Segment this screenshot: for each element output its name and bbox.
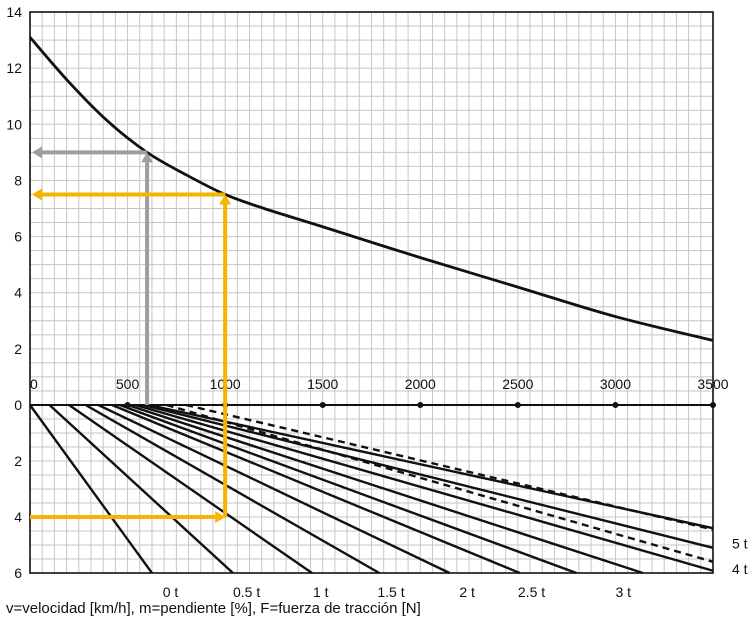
weight-label: 1 t xyxy=(313,584,329,600)
weight-label: 2.5 t xyxy=(518,584,545,600)
series-line xyxy=(48,404,234,574)
caption: v=velocidad [km/h], m=pendiente [%], F=f… xyxy=(6,600,421,617)
series-line xyxy=(148,403,714,530)
y-tick-label: 2 xyxy=(14,453,22,469)
weight-label: 0.5 t xyxy=(233,584,260,600)
series-line xyxy=(97,403,451,575)
weight-label: 0 t xyxy=(163,584,179,600)
y-tick-label: 6 xyxy=(14,229,22,245)
series-line xyxy=(142,403,714,549)
y-tick-label: 2 xyxy=(14,341,22,357)
speed-curve xyxy=(28,36,714,342)
series-line xyxy=(135,403,714,572)
x-tick-label: 2000 xyxy=(405,376,436,392)
series-line-dashed xyxy=(166,403,714,563)
axis-marker xyxy=(319,402,326,408)
series-line xyxy=(85,403,380,575)
y-tick-label: 14 xyxy=(6,4,22,20)
guide-arrow-yellow-left xyxy=(32,188,42,201)
series-line xyxy=(127,403,644,575)
x-tick-label: 3500 xyxy=(697,376,728,392)
y-tick-label: 4 xyxy=(14,509,22,525)
x-tick-label: 1500 xyxy=(307,376,338,392)
guide-arrow-yellow-up xyxy=(219,194,232,205)
series-line xyxy=(29,404,153,574)
x-tick-label: 0 xyxy=(30,376,38,392)
series-line xyxy=(111,403,521,575)
y-tick-label: 0 xyxy=(14,397,22,413)
weight-label: 1.5 t xyxy=(377,584,404,600)
x-tick-label: 500 xyxy=(116,376,140,392)
axis-marker xyxy=(417,402,424,408)
series-line xyxy=(119,403,577,575)
guide-arrow-yellow-right xyxy=(215,511,226,523)
guide-arrow-grey-up xyxy=(141,152,154,163)
weight-label: 3 t xyxy=(615,584,631,600)
series-line xyxy=(68,404,313,574)
axis-marker xyxy=(514,402,521,408)
y-tick-label: 12 xyxy=(6,60,22,76)
y-tick-label: 10 xyxy=(6,116,22,132)
x-tick-label: 2500 xyxy=(502,376,533,392)
axis-marker xyxy=(710,402,716,408)
y-tick-label: 4 xyxy=(14,285,22,301)
weight-label: 4 t xyxy=(732,561,748,577)
guide-arrow-grey-left xyxy=(32,146,42,159)
x-tick-label: 3000 xyxy=(600,376,631,392)
plot-frame xyxy=(29,11,714,574)
y-tick-label: 6 xyxy=(14,565,22,581)
weight-label: 2 t xyxy=(459,584,475,600)
y-tick-label: 8 xyxy=(14,172,22,188)
series-line-dashed xyxy=(185,403,714,531)
axis-marker xyxy=(612,402,619,408)
weight-label: 5 t xyxy=(732,536,748,552)
